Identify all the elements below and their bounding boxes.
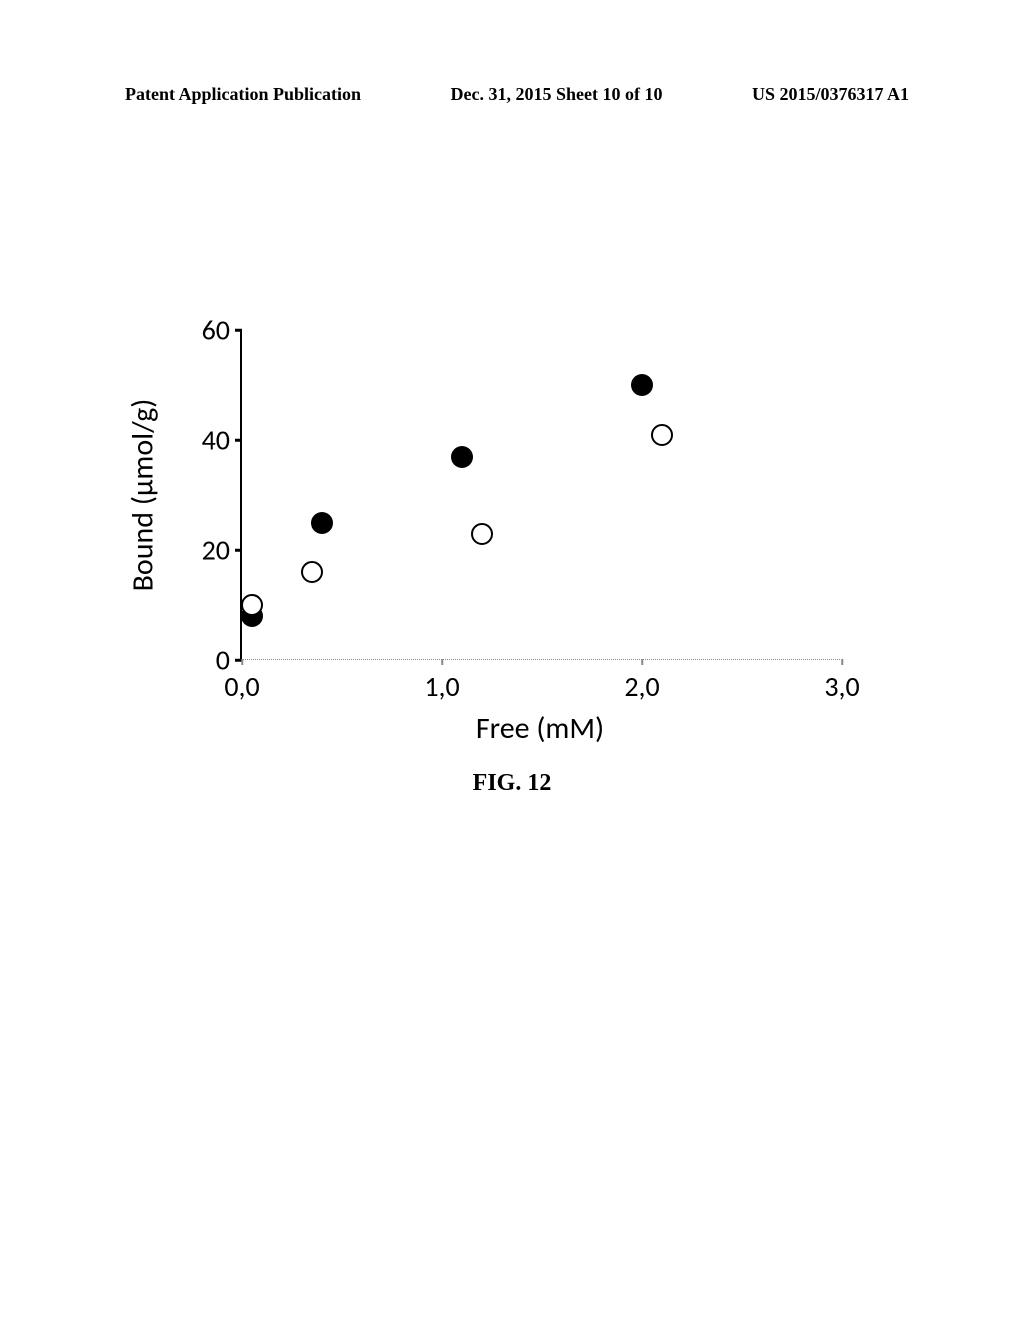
data-point bbox=[451, 446, 473, 468]
figure-caption: FIG. 12 bbox=[0, 770, 1024, 797]
x-tick-label: 1,0 bbox=[424, 659, 459, 704]
data-point bbox=[471, 523, 493, 545]
y-tick-label: 40 bbox=[202, 423, 242, 458]
x-tick-label: 3,0 bbox=[824, 659, 859, 704]
data-point bbox=[651, 424, 673, 446]
data-point bbox=[311, 512, 333, 534]
header-center: Dec. 31, 2015 Sheet 10 of 10 bbox=[451, 84, 663, 105]
page-header: Patent Application Publication Dec. 31, … bbox=[0, 84, 1024, 105]
plot-area: 02040600,01,02,03,0 bbox=[240, 330, 840, 660]
header-left: Patent Application Publication bbox=[125, 84, 361, 105]
scatter-chart: Bound (µmol/g) Free (mM) 02040600,01,02,… bbox=[125, 315, 905, 785]
y-axis-label: Bound (µmol/g) bbox=[125, 399, 162, 592]
x-axis-label: Free (mM) bbox=[476, 710, 604, 747]
x-tick-label: 2,0 bbox=[624, 659, 659, 704]
data-point bbox=[301, 561, 323, 583]
y-tick-label: 60 bbox=[202, 313, 242, 348]
y-tick-label: 20 bbox=[202, 533, 242, 568]
data-point bbox=[241, 594, 263, 616]
header-right: US 2015/0376317 A1 bbox=[752, 84, 909, 105]
x-tick-label: 0,0 bbox=[224, 659, 259, 704]
data-point bbox=[631, 374, 653, 396]
